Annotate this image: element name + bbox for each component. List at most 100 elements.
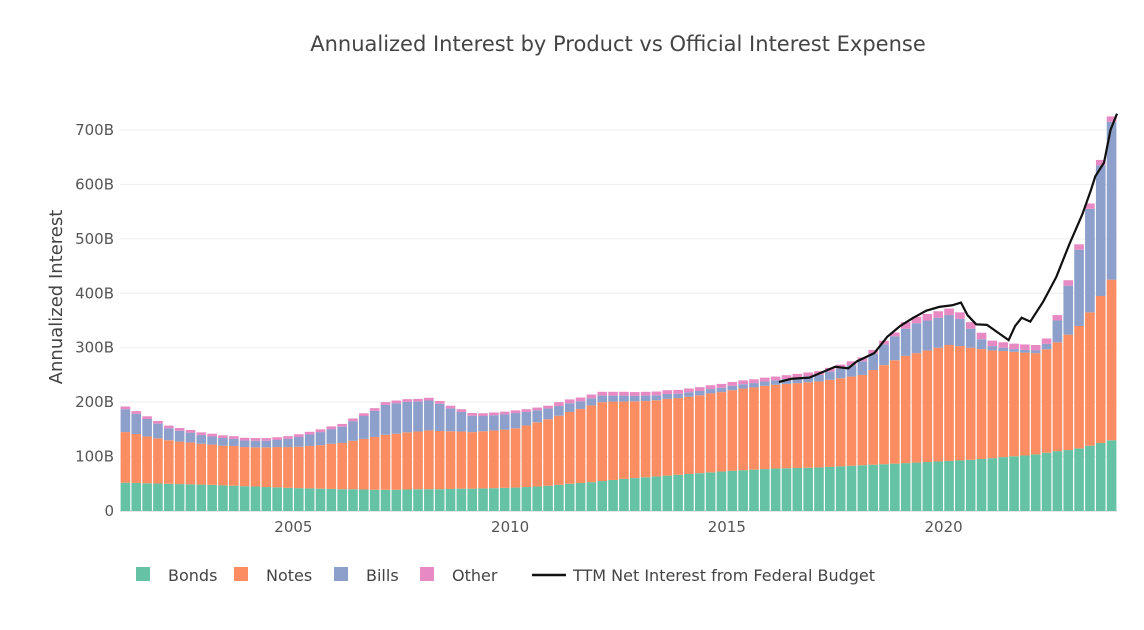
bar-notes xyxy=(293,446,304,489)
bar-other xyxy=(586,394,597,399)
bar-notes xyxy=(326,443,337,489)
bar-bonds xyxy=(142,483,152,511)
bar-bills xyxy=(922,320,933,351)
bar-bonds xyxy=(955,460,965,511)
bar-bonds xyxy=(998,457,1009,511)
legend-label-other: Other xyxy=(452,566,498,585)
bar-bills xyxy=(543,408,553,420)
bar-bills xyxy=(705,389,716,394)
bar-bills xyxy=(694,390,705,396)
bar-bonds xyxy=(380,489,391,511)
x-tick-label: 2020 xyxy=(925,518,963,536)
bar-notes xyxy=(272,447,282,488)
bar-bonds xyxy=(662,475,673,511)
bar-bills xyxy=(1095,165,1106,297)
bar-bonds xyxy=(1074,448,1084,511)
bar-bills xyxy=(510,413,521,429)
bar-notes xyxy=(890,360,900,464)
bar-bills xyxy=(803,376,813,383)
bar-bonds xyxy=(326,488,337,511)
y-tick-label: 500B xyxy=(75,230,114,248)
bar-other xyxy=(380,402,391,405)
bar-bonds xyxy=(803,467,813,511)
bar-bills xyxy=(456,411,467,432)
bar-notes xyxy=(1052,342,1063,452)
bar-other xyxy=(1030,344,1041,351)
bar-bills xyxy=(163,428,174,441)
bar-bills xyxy=(174,430,185,442)
bar-bills xyxy=(640,395,651,402)
bar-bonds xyxy=(402,489,412,511)
bar-other xyxy=(543,405,553,409)
bar-other xyxy=(185,429,196,433)
bar-bonds xyxy=(749,469,759,511)
bar-bonds xyxy=(1063,450,1074,511)
bar-bills xyxy=(651,395,662,401)
bar-other xyxy=(965,322,976,329)
bar-other xyxy=(293,434,304,437)
bar-other xyxy=(445,405,456,409)
bar-bonds xyxy=(684,473,694,511)
bar-notes xyxy=(749,387,759,470)
bar-other xyxy=(792,373,803,378)
bar-bonds xyxy=(543,485,553,511)
bar-notes xyxy=(922,350,933,463)
bar-bills xyxy=(1009,349,1019,352)
bar-notes xyxy=(846,376,857,466)
bar-notes xyxy=(857,374,868,466)
bar-notes xyxy=(499,429,510,488)
bar-notes xyxy=(716,392,727,472)
bar-bonds xyxy=(911,462,922,511)
bar-bills xyxy=(1020,349,1030,353)
bar-bills xyxy=(1106,121,1117,280)
bar-bills xyxy=(348,421,358,441)
bar-bills xyxy=(835,368,846,379)
bar-bonds xyxy=(825,466,835,511)
bar-other xyxy=(608,391,618,396)
bar-bills xyxy=(304,434,315,446)
bar-bonds xyxy=(673,474,683,511)
bar-bonds xyxy=(218,485,228,511)
y-tick-label: 300B xyxy=(75,339,114,357)
bar-other xyxy=(619,391,629,396)
bar-bills xyxy=(228,438,239,446)
legend-swatch-bonds xyxy=(136,567,150,581)
bar-bonds xyxy=(239,486,250,511)
bar-other xyxy=(781,375,792,380)
bar-notes xyxy=(1030,353,1041,455)
bar-bills xyxy=(261,440,272,448)
bar-bonds xyxy=(196,484,207,511)
bar-bills xyxy=(250,440,261,448)
bar-bonds xyxy=(489,488,499,511)
bar-notes xyxy=(835,378,846,467)
bar-other xyxy=(1074,244,1084,250)
bar-notes xyxy=(1041,349,1052,453)
bar-other xyxy=(467,413,478,416)
bar-bonds xyxy=(965,459,976,511)
bar-other xyxy=(489,412,499,416)
bar-bills xyxy=(965,328,976,348)
bar-bonds xyxy=(868,464,878,511)
bar-bills xyxy=(326,429,337,444)
x-tick-label: 2005 xyxy=(274,518,312,536)
bar-bonds xyxy=(705,472,716,511)
bar-other xyxy=(705,385,716,390)
bar-bonds xyxy=(879,464,889,511)
bar-notes xyxy=(315,445,326,489)
bar-notes xyxy=(640,401,651,478)
bar-bills xyxy=(402,401,412,433)
bar-notes xyxy=(207,444,217,485)
bar-bills xyxy=(391,403,402,434)
bar-bills xyxy=(1030,350,1041,354)
bar-other xyxy=(142,416,152,420)
bar-notes xyxy=(738,388,748,471)
bar-bills xyxy=(131,413,142,434)
chart-title: Annualized Interest by Product vs Offici… xyxy=(310,32,926,56)
bar-bonds xyxy=(1041,452,1052,511)
bar-bills xyxy=(424,400,434,431)
bar-other xyxy=(662,390,673,394)
bar-other xyxy=(738,380,748,385)
bar-bonds xyxy=(499,487,510,511)
y-tick-label: 100B xyxy=(75,448,114,466)
bar-notes xyxy=(564,411,575,484)
